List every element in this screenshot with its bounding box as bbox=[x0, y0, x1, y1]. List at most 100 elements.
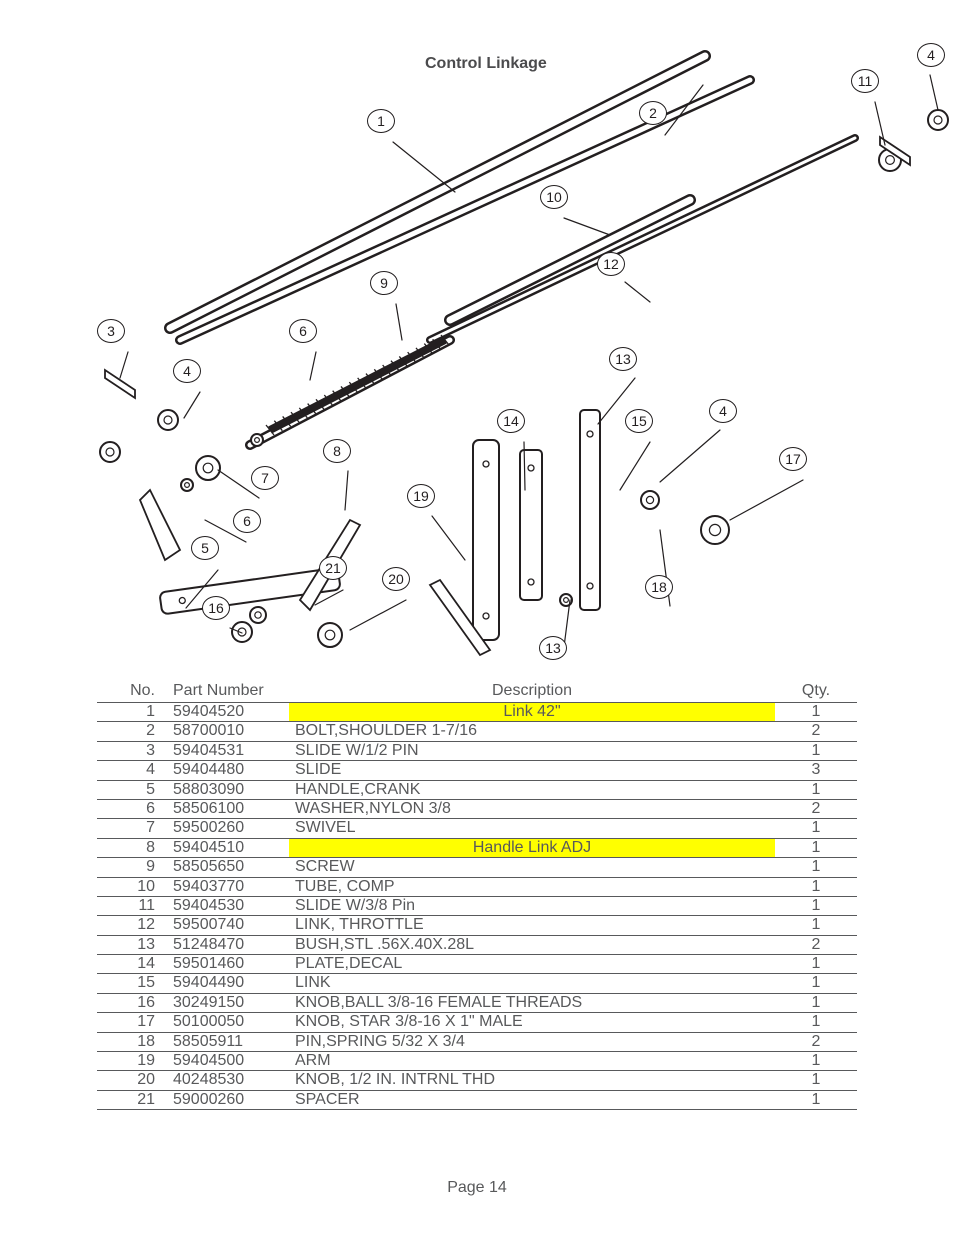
cell-description: WASHER,NYLON 3/8 bbox=[289, 799, 775, 818]
callout-bubble: 4 bbox=[917, 43, 945, 67]
table-row: 2040248530KNOB, 1/2 IN. INTRNL THD1 bbox=[97, 1071, 857, 1090]
cell-description: LINK, THROTTLE bbox=[289, 916, 775, 935]
callout-bubble: 21 bbox=[319, 556, 347, 580]
cell-no: 11 bbox=[97, 896, 167, 915]
cell-no: 8 bbox=[97, 838, 167, 857]
cell-part-number: 59404510 bbox=[167, 838, 289, 857]
cell-description: SCREW bbox=[289, 858, 775, 877]
cell-description: KNOB, 1/2 IN. INTRNL THD bbox=[289, 1071, 775, 1090]
cell-no: 17 bbox=[97, 1013, 167, 1032]
cell-no: 2 bbox=[97, 722, 167, 741]
cell-qty: 2 bbox=[775, 935, 857, 954]
cell-description: SWIVEL bbox=[289, 819, 775, 838]
parts-table: No. Part Number Description Qty. 1594045… bbox=[97, 680, 857, 1110]
cell-no: 13 bbox=[97, 935, 167, 954]
table-row: 1630249150KNOB,BALL 3/8-16 FEMALE THREAD… bbox=[97, 993, 857, 1012]
cell-qty: 1 bbox=[775, 974, 857, 993]
cell-qty: 1 bbox=[775, 858, 857, 877]
cell-no: 10 bbox=[97, 877, 167, 896]
cell-qty: 1 bbox=[775, 703, 857, 722]
cell-no: 5 bbox=[97, 780, 167, 799]
callout-bubble: 14 bbox=[497, 409, 525, 433]
callout-bubble: 19 bbox=[407, 484, 435, 508]
callout-bubble: 18 bbox=[645, 575, 673, 599]
exploded-diagram: Control Linkage 123444566789101112131314… bbox=[50, 20, 910, 670]
table-row: 1059403770TUBE, COMP1 bbox=[97, 877, 857, 896]
callout-bubble: 4 bbox=[173, 359, 201, 383]
cell-qty: 1 bbox=[775, 993, 857, 1012]
cell-description: PIN,SPRING 5/32 X 3/4 bbox=[289, 1032, 775, 1051]
cell-part-number: 40248530 bbox=[167, 1071, 289, 1090]
cell-description: KNOB, STAR 3/8-16 X 1" MALE bbox=[289, 1013, 775, 1032]
callout-bubble: 17 bbox=[779, 447, 807, 471]
cell-part-number: 59404520 bbox=[167, 703, 289, 722]
callout-bubble: 8 bbox=[323, 439, 351, 463]
callout-bubble: 3 bbox=[97, 319, 125, 343]
cell-no: 21 bbox=[97, 1090, 167, 1109]
table-row: 459404480SLIDE3 bbox=[97, 761, 857, 780]
cell-part-number: 59000260 bbox=[167, 1090, 289, 1109]
cell-part-number: 59500740 bbox=[167, 916, 289, 935]
col-header-no: No. bbox=[97, 680, 167, 703]
parts-table-head: No. Part Number Description Qty. bbox=[97, 680, 857, 703]
table-row: 1750100050KNOB, STAR 3/8-16 X 1" MALE1 bbox=[97, 1013, 857, 1032]
table-row: 958505650SCREW1 bbox=[97, 858, 857, 877]
cell-part-number: 59501460 bbox=[167, 955, 289, 974]
cell-no: 3 bbox=[97, 741, 167, 760]
cell-part-number: 59404500 bbox=[167, 1052, 289, 1071]
cell-part-number: 51248470 bbox=[167, 935, 289, 954]
cell-qty: 2 bbox=[775, 1032, 857, 1051]
callout-bubble: 12 bbox=[597, 252, 625, 276]
cell-no: 19 bbox=[97, 1052, 167, 1071]
table-row: 658506100WASHER,NYLON 3/82 bbox=[97, 799, 857, 818]
table-row: 359404531SLIDE W/1/2 PIN1 bbox=[97, 741, 857, 760]
callout-bubble: 16 bbox=[202, 596, 230, 620]
callout-bubble: 6 bbox=[233, 509, 261, 533]
cell-description: TUBE, COMP bbox=[289, 877, 775, 896]
cell-part-number: 58700010 bbox=[167, 722, 289, 741]
callout-bubble: 6 bbox=[289, 319, 317, 343]
cell-no: 15 bbox=[97, 974, 167, 993]
cell-description: KNOB,BALL 3/8-16 FEMALE THREADS bbox=[289, 993, 775, 1012]
cell-part-number: 58505911 bbox=[167, 1032, 289, 1051]
cell-qty: 1 bbox=[775, 780, 857, 799]
callout-bubble: 10 bbox=[540, 185, 568, 209]
callout-bubble: 1 bbox=[367, 109, 395, 133]
cell-qty: 1 bbox=[775, 896, 857, 915]
cell-part-number: 59404531 bbox=[167, 741, 289, 760]
cell-no: 18 bbox=[97, 1032, 167, 1051]
cell-part-number: 59500260 bbox=[167, 819, 289, 838]
callout-bubble: 4 bbox=[709, 399, 737, 423]
callout-bubble: 20 bbox=[382, 567, 410, 591]
table-row: 1959404500ARM1 bbox=[97, 1052, 857, 1071]
cell-no: 1 bbox=[97, 703, 167, 722]
cell-qty: 1 bbox=[775, 838, 857, 857]
cell-qty: 1 bbox=[775, 1013, 857, 1032]
cell-qty: 1 bbox=[775, 1090, 857, 1109]
cell-description: Link 42" bbox=[289, 703, 775, 722]
parts-table-body: 159404520Link 42"1258700010BOLT,SHOULDER… bbox=[97, 703, 857, 1110]
cell-part-number: 59404530 bbox=[167, 896, 289, 915]
cell-no: 14 bbox=[97, 955, 167, 974]
cell-description: LINK bbox=[289, 974, 775, 993]
cell-qty: 1 bbox=[775, 819, 857, 838]
cell-no: 7 bbox=[97, 819, 167, 838]
table-row: 558803090HANDLE,CRANK1 bbox=[97, 780, 857, 799]
cell-description: PLATE,DECAL bbox=[289, 955, 775, 974]
cell-part-number: 59404480 bbox=[167, 761, 289, 780]
cell-qty: 1 bbox=[775, 741, 857, 760]
cell-part-number: 58505650 bbox=[167, 858, 289, 877]
table-row: 1259500740LINK, THROTTLE1 bbox=[97, 916, 857, 935]
cell-description: Handle Link ADJ bbox=[289, 838, 775, 857]
table-row: 1559404490LINK1 bbox=[97, 974, 857, 993]
cell-qty: 1 bbox=[775, 955, 857, 974]
cell-no: 6 bbox=[97, 799, 167, 818]
callout-bubble: 7 bbox=[251, 466, 279, 490]
cell-no: 4 bbox=[97, 761, 167, 780]
table-row: 759500260SWIVEL1 bbox=[97, 819, 857, 838]
table-row: 2159000260SPACER1 bbox=[97, 1090, 857, 1109]
cell-description: SLIDE bbox=[289, 761, 775, 780]
callout-bubble: 15 bbox=[625, 409, 653, 433]
cell-part-number: 59403770 bbox=[167, 877, 289, 896]
cell-description: BOLT,SHOULDER 1-7/16 bbox=[289, 722, 775, 741]
